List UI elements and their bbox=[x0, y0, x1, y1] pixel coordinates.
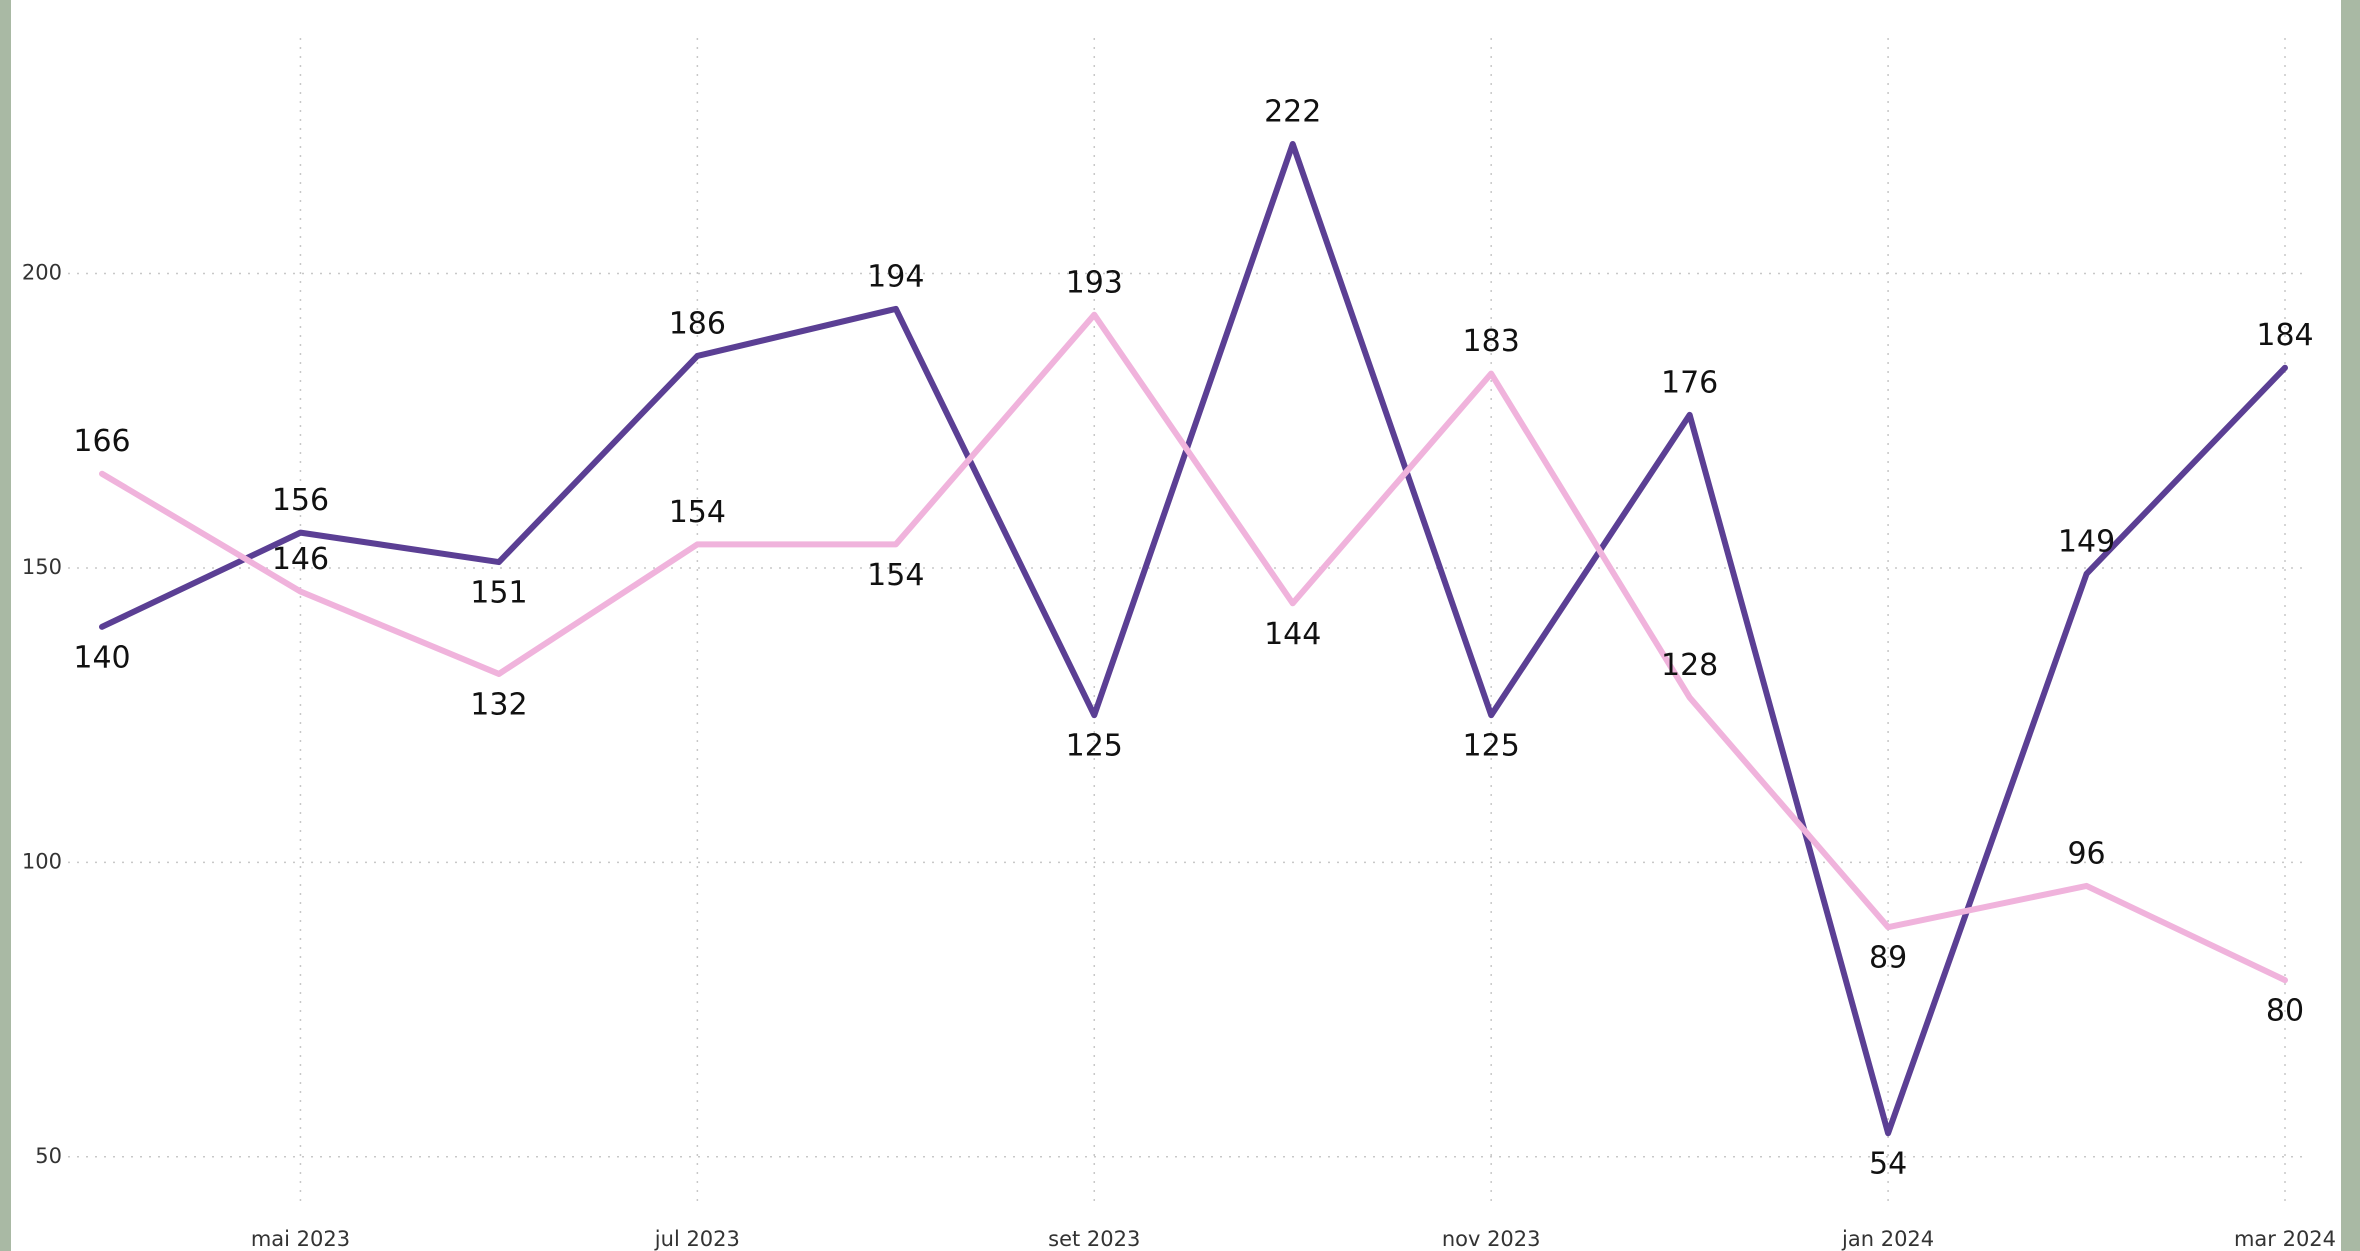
data-label: 132 bbox=[470, 687, 527, 722]
data-label: 186 bbox=[669, 306, 726, 341]
data-label: 151 bbox=[470, 576, 527, 611]
data-label: 154 bbox=[669, 495, 726, 530]
data-label: 184 bbox=[2256, 318, 2313, 353]
data-label: 183 bbox=[1463, 324, 1520, 359]
data-label: 125 bbox=[1463, 729, 1520, 764]
data-label: 96 bbox=[2067, 836, 2105, 871]
data-label: 54 bbox=[1869, 1147, 1907, 1182]
y-tick-label: 150 bbox=[22, 555, 62, 579]
x-tick-label: mai 2023 bbox=[251, 1227, 350, 1251]
data-label: 222 bbox=[1264, 94, 1321, 129]
frame-left bbox=[0, 0, 11, 1251]
data-label: 140 bbox=[73, 640, 130, 675]
x-tick-label: mar 2024 bbox=[2234, 1227, 2336, 1251]
x-tick-label: jul 2023 bbox=[654, 1227, 740, 1251]
y-tick-label: 200 bbox=[22, 261, 62, 285]
data-label: 128 bbox=[1661, 648, 1718, 683]
frame-right bbox=[2341, 0, 2360, 1251]
data-label: 149 bbox=[2058, 524, 2115, 559]
series-line bbox=[99, 140, 2288, 1137]
data-label: 89 bbox=[1869, 941, 1907, 976]
y-tick-label: 50 bbox=[35, 1144, 62, 1168]
data-label: 144 bbox=[1264, 617, 1321, 652]
x-tick-label: jan 2024 bbox=[1841, 1227, 1934, 1251]
data-label: 125 bbox=[1066, 729, 1123, 764]
data-label: 194 bbox=[867, 259, 924, 294]
x-tick-label: nov 2023 bbox=[1442, 1227, 1541, 1251]
y-tick-label: 100 bbox=[22, 849, 62, 873]
data-label: 193 bbox=[1066, 265, 1123, 300]
x-tick-label: set 2023 bbox=[1048, 1227, 1140, 1251]
data-label: 146 bbox=[272, 542, 329, 577]
data-label: 80 bbox=[2266, 994, 2304, 1029]
data-label: 156 bbox=[272, 483, 329, 518]
data-label: 166 bbox=[73, 424, 130, 459]
data-label: 154 bbox=[867, 558, 924, 593]
series-line bbox=[99, 311, 2288, 984]
data-label: 176 bbox=[1661, 365, 1718, 400]
